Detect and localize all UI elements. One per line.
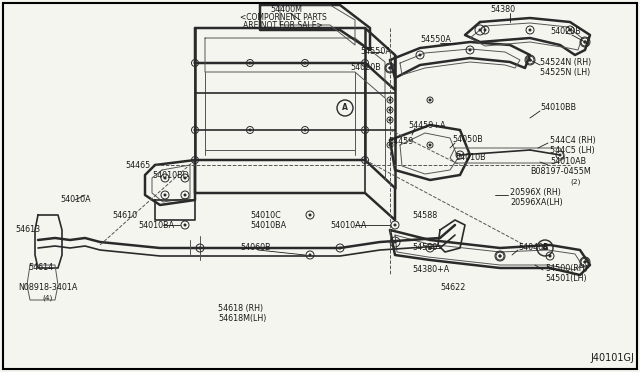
- Circle shape: [429, 144, 431, 147]
- Text: 54010A: 54010A: [60, 196, 91, 205]
- Circle shape: [429, 99, 431, 102]
- Text: B08197-0455M: B08197-0455M: [530, 167, 591, 176]
- Circle shape: [559, 154, 561, 157]
- Text: 54380+A: 54380+A: [412, 266, 449, 275]
- Text: A: A: [542, 244, 548, 253]
- Circle shape: [584, 41, 586, 44]
- Text: 54060B: 54060B: [240, 244, 271, 253]
- Text: J40101GJ: J40101GJ: [590, 353, 634, 363]
- Text: 54614: 54614: [28, 263, 53, 273]
- Circle shape: [388, 99, 392, 102]
- Text: 54050B: 54050B: [452, 135, 483, 144]
- Circle shape: [499, 254, 502, 257]
- Text: 54501(LH): 54501(LH): [545, 273, 587, 282]
- Text: 54459: 54459: [388, 138, 413, 147]
- Circle shape: [198, 247, 202, 250]
- Text: 54618M(LH): 54618M(LH): [218, 314, 266, 323]
- Text: 54010C: 54010C: [250, 211, 281, 219]
- Text: <COMPORNENT PARTS: <COMPORNENT PARTS: [240, 13, 327, 22]
- Circle shape: [308, 214, 312, 217]
- Text: 54010BA: 54010BA: [250, 221, 286, 230]
- Circle shape: [388, 144, 392, 147]
- Circle shape: [458, 154, 461, 157]
- Circle shape: [163, 193, 166, 196]
- Text: 54622: 54622: [440, 283, 465, 292]
- Text: 54580: 54580: [412, 244, 437, 253]
- Text: 54010BB: 54010BB: [540, 103, 576, 112]
- Text: (4): (4): [42, 295, 52, 301]
- Text: 20596XA(LH): 20596XA(LH): [510, 198, 563, 206]
- Text: 54550A: 54550A: [360, 48, 391, 57]
- Circle shape: [584, 260, 586, 263]
- Text: 54500(RH): 54500(RH): [545, 263, 588, 273]
- Text: 54524N (RH): 54524N (RH): [540, 58, 591, 67]
- Text: 54010B: 54010B: [455, 154, 486, 163]
- Text: A: A: [342, 103, 348, 112]
- Circle shape: [429, 247, 431, 250]
- Text: 54010AA: 54010AA: [330, 221, 366, 230]
- Circle shape: [529, 58, 531, 61]
- Circle shape: [193, 61, 196, 64]
- Circle shape: [394, 224, 397, 227]
- Text: 54610: 54610: [112, 211, 137, 219]
- Text: 54550A: 54550A: [420, 35, 451, 45]
- Circle shape: [584, 41, 586, 44]
- Circle shape: [193, 158, 196, 161]
- Text: 54588: 54588: [412, 211, 437, 219]
- Circle shape: [163, 176, 166, 180]
- Circle shape: [394, 241, 397, 244]
- Circle shape: [584, 260, 586, 263]
- Text: 54020B: 54020B: [350, 64, 381, 73]
- Circle shape: [248, 61, 252, 64]
- Circle shape: [303, 128, 307, 131]
- Circle shape: [548, 254, 552, 257]
- Circle shape: [499, 254, 502, 257]
- Circle shape: [388, 67, 392, 70]
- Text: 54040B: 54040B: [518, 244, 548, 253]
- Text: 54525N (LH): 54525N (LH): [540, 67, 590, 77]
- Circle shape: [339, 247, 342, 250]
- Circle shape: [184, 224, 186, 227]
- Circle shape: [388, 119, 392, 122]
- Circle shape: [184, 193, 186, 196]
- Text: ARE NOT FOR SALE>: ARE NOT FOR SALE>: [243, 22, 323, 31]
- Text: 54010BA: 54010BA: [138, 221, 174, 230]
- Circle shape: [388, 67, 392, 70]
- Text: 54618 (RH): 54618 (RH): [218, 304, 263, 312]
- Circle shape: [529, 29, 531, 32]
- Circle shape: [568, 29, 572, 32]
- Circle shape: [419, 54, 422, 57]
- Circle shape: [468, 48, 472, 51]
- Text: 54020B: 54020B: [550, 28, 580, 36]
- Circle shape: [479, 29, 481, 32]
- Circle shape: [529, 58, 531, 61]
- Circle shape: [308, 253, 312, 257]
- Circle shape: [483, 29, 486, 32]
- Circle shape: [303, 61, 307, 64]
- Text: 54613: 54613: [15, 225, 40, 234]
- Text: N08918-3401A: N08918-3401A: [18, 283, 77, 292]
- Circle shape: [184, 176, 186, 180]
- Text: 544C5 (LH): 544C5 (LH): [550, 145, 595, 154]
- Circle shape: [193, 128, 196, 131]
- Circle shape: [388, 109, 392, 112]
- Text: 544C4 (RH): 544C4 (RH): [550, 135, 596, 144]
- Circle shape: [364, 128, 367, 131]
- Text: 20596X (RH): 20596X (RH): [510, 187, 561, 196]
- Text: 54380: 54380: [490, 6, 515, 15]
- Text: 54459+A: 54459+A: [408, 121, 445, 129]
- Text: 54465: 54465: [125, 160, 150, 170]
- Text: 54010AB: 54010AB: [550, 157, 586, 167]
- Circle shape: [364, 61, 367, 64]
- Circle shape: [248, 128, 252, 131]
- Text: 54010BD: 54010BD: [152, 170, 189, 180]
- Circle shape: [364, 158, 367, 161]
- Text: (2): (2): [570, 179, 580, 185]
- Text: 54400M: 54400M: [270, 6, 302, 15]
